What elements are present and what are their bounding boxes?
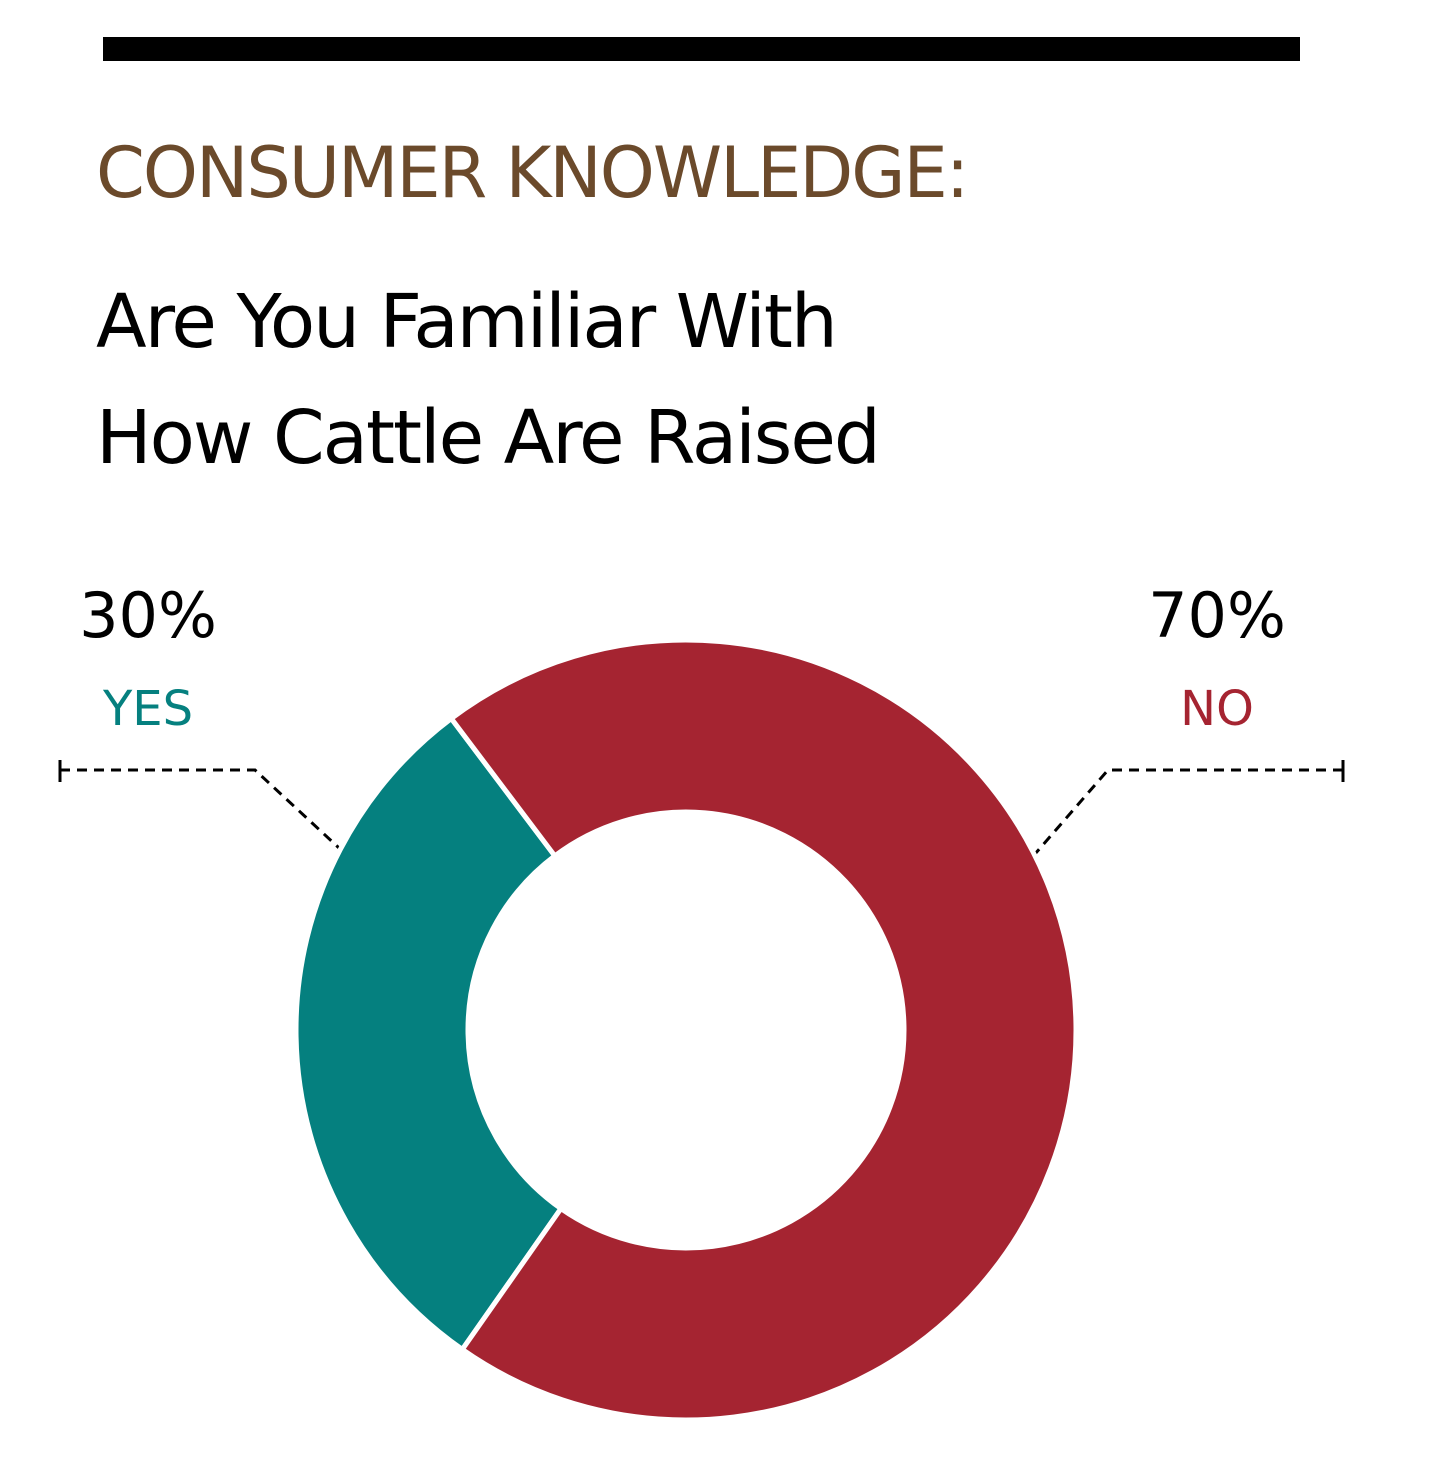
category-label: NO bbox=[1180, 681, 1254, 737]
donut-slice bbox=[293, 715, 565, 1353]
chart-subtitle: Are You Familiar With How Cattle Are Rai… bbox=[96, 279, 881, 481]
leader-line bbox=[60, 768, 397, 902]
donut-slice bbox=[447, 637, 1079, 1423]
value-label: 70% bbox=[1148, 579, 1286, 652]
chart-title: CONSUMER KNOWLEDGE: bbox=[96, 132, 969, 214]
value-label: 30% bbox=[79, 579, 217, 652]
top-rule bbox=[103, 37, 1300, 61]
category-label: YES bbox=[102, 681, 193, 737]
